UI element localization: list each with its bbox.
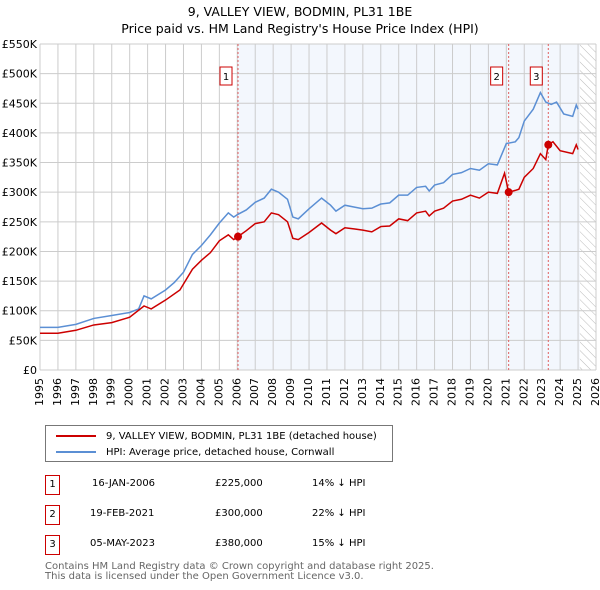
x-tick-label: 2026 [589,378,600,406]
x-tick-label: 2017 [428,378,441,406]
transaction-date: 19-FEB-2021 [90,508,155,519]
x-tick-label: 1998 [87,378,100,406]
x-tick-label: 2014 [374,378,387,406]
sale-point [504,188,513,197]
footer: Contains HM Land Registry data © Crown c… [45,562,434,582]
x-tick-label: 2024 [553,378,566,406]
y-tick-label: £100K [2,305,38,318]
x-tick-label: 2013 [356,378,369,406]
transaction-row: 2 19-FEB-2021 £300,000 22% ↓ HPI [45,505,445,525]
marker-label: 2 [493,72,499,83]
chart-title: 9, VALLEY VIEW, BODMIN, PL31 1BE [187,4,413,19]
marker-badge: 2 [45,505,60,525]
x-tick-label: 1999 [105,378,118,406]
y-tick-label: £300K [2,186,38,199]
transaction-date: 16-JAN-2006 [92,478,156,489]
transaction-date: 05-MAY-2023 [90,538,156,549]
y-tick-label: £150K [2,275,38,288]
chart-subtitle: Price paid vs. HM Land Registry's House … [121,21,479,36]
y-tick-label: £400K [2,127,38,140]
x-tick-label: 2012 [338,378,351,406]
x-tick-label: 2016 [410,378,423,406]
hpi-line [40,90,579,329]
forecast-shading [238,44,580,370]
x-tick-label: 2011 [320,378,333,406]
legend-item-property: 9, VALLEY VIEW, BODMIN, PL31 1BE (detach… [56,429,377,443]
transaction-hpi: 14% ↓ HPI [312,478,366,489]
x-tick-label: 2010 [302,378,315,406]
sale-point [544,140,553,149]
x-tick-label: 1997 [69,378,82,406]
x-tick-label: 2008 [266,378,279,406]
x-tick-label: 2004 [194,378,207,406]
legend: 9, VALLEY VIEW, BODMIN, PL31 1BE (detach… [45,425,393,462]
future-hatch [579,44,596,370]
price-chart: 1995 1996 1997 1998 1999 2000 2001 2002 2003 2004… [2,38,600,406]
legend-label: HPI: Average price, detached house, Corn… [106,446,335,458]
marker-badge: 3 [45,535,60,555]
legend-item-hpi: HPI: Average price, detached house, Corn… [56,445,334,459]
x-tick-label: 2023 [535,378,548,406]
x-tick-label: 2025 [571,378,584,406]
x-tick-label: 1995 [33,378,46,406]
y-tick-label: £0 [23,364,37,377]
transaction-price: £300,000 [215,508,263,519]
transaction-hpi: 15% ↓ HPI [312,538,366,549]
property-price-line [40,140,579,335]
transaction-price: £225,000 [215,478,263,489]
x-tick-label: 2020 [481,378,494,406]
x-tick-label: 2000 [123,378,136,406]
marker-badge [529,66,543,86]
x-tick-label: 2006 [230,378,243,406]
x-tick-label: 2002 [159,378,172,406]
x-tick-label: 2005 [212,378,225,406]
legend-label: 9, VALLEY VIEW, BODMIN, PL31 1BE (detach… [106,430,377,442]
y-tick-label: £350K [2,157,38,170]
x-tick-label: 2015 [392,378,405,406]
marker-badge: 1 [45,475,60,495]
transaction-row: 3 05-MAY-2023 £380,000 15% ↓ HPI [45,535,445,555]
marker-label: 3 [533,72,539,83]
marker-label: 1 [223,72,229,83]
marker-badge [219,66,233,86]
transaction-row: 1 16-JAN-2006 £225,000 14% ↓ HPI [45,475,445,495]
y-tick-label: £500K [2,68,38,81]
y-tick-label: £200K [2,245,38,258]
transaction-price: £380,000 [215,538,263,549]
footer-copyright: Contains HM Land Registry data © Crown c… [45,561,434,572]
x-tick-label: 2009 [284,378,297,406]
footer-licence: This data is licensed under the Open Gov… [45,571,364,582]
y-tick-label: £250K [2,216,38,229]
y-tick-label: £450K [2,97,38,110]
x-tick-label: 2007 [248,378,261,406]
sale-point [234,232,243,241]
x-tick-label: 2021 [499,378,512,406]
x-tick-label: 1996 [51,378,64,406]
x-tick-label: 2001 [141,378,154,406]
x-tick-label: 2019 [463,378,476,406]
transaction-hpi: 22% ↓ HPI [312,508,366,519]
marker-badge [490,66,504,86]
y-tick-label: £50K [9,334,38,347]
x-tick-label: 2003 [176,378,189,406]
x-tick-label: 2022 [517,378,530,406]
y-tick-label: £550K [2,38,38,51]
x-tick-label: 2018 [446,378,459,406]
